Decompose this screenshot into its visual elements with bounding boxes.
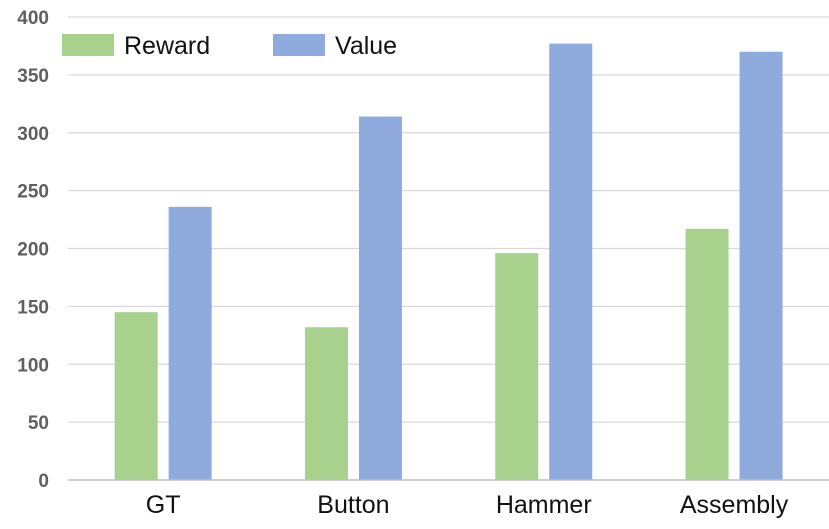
legend: Reward Value [62, 32, 397, 60]
y-tick-label: 350 [17, 66, 49, 87]
bar-value-hammer [549, 43, 593, 481]
x-axis-categories: GT Button Hammer Assembly [146, 491, 789, 519]
bar-reward-gt [114, 312, 158, 480]
bar-value-button [358, 116, 402, 481]
bar-value-assembly [739, 51, 783, 480]
x-category-label: Assembly [680, 491, 789, 519]
y-axis-ticks: 0 50 100 150 200 250 300 350 400 [17, 8, 49, 492]
x-category-label: GT [146, 491, 181, 519]
legend-swatch-value [273, 34, 325, 56]
x-category-label: Button [317, 491, 389, 519]
y-tick-label: 50 [28, 413, 49, 434]
y-tick-label: 0 [38, 471, 49, 492]
y-tick-label: 400 [17, 8, 49, 29]
legend-label-value: Value [335, 32, 397, 60]
legend-label-reward: Reward [124, 32, 210, 60]
y-tick-label: 150 [17, 297, 49, 318]
y-tick-label: 250 [17, 182, 49, 203]
y-tick-label: 100 [17, 355, 49, 376]
bar-reward-assembly [685, 228, 729, 480]
legend-swatch-reward [62, 34, 114, 56]
y-tick-label: 200 [17, 240, 49, 261]
bar-value-gt [168, 206, 212, 480]
bar-reward-hammer [495, 253, 539, 480]
bars [114, 43, 783, 481]
x-category-label: Hammer [496, 491, 592, 519]
y-tick-label: 300 [17, 124, 49, 145]
bar-reward-button [304, 327, 348, 480]
